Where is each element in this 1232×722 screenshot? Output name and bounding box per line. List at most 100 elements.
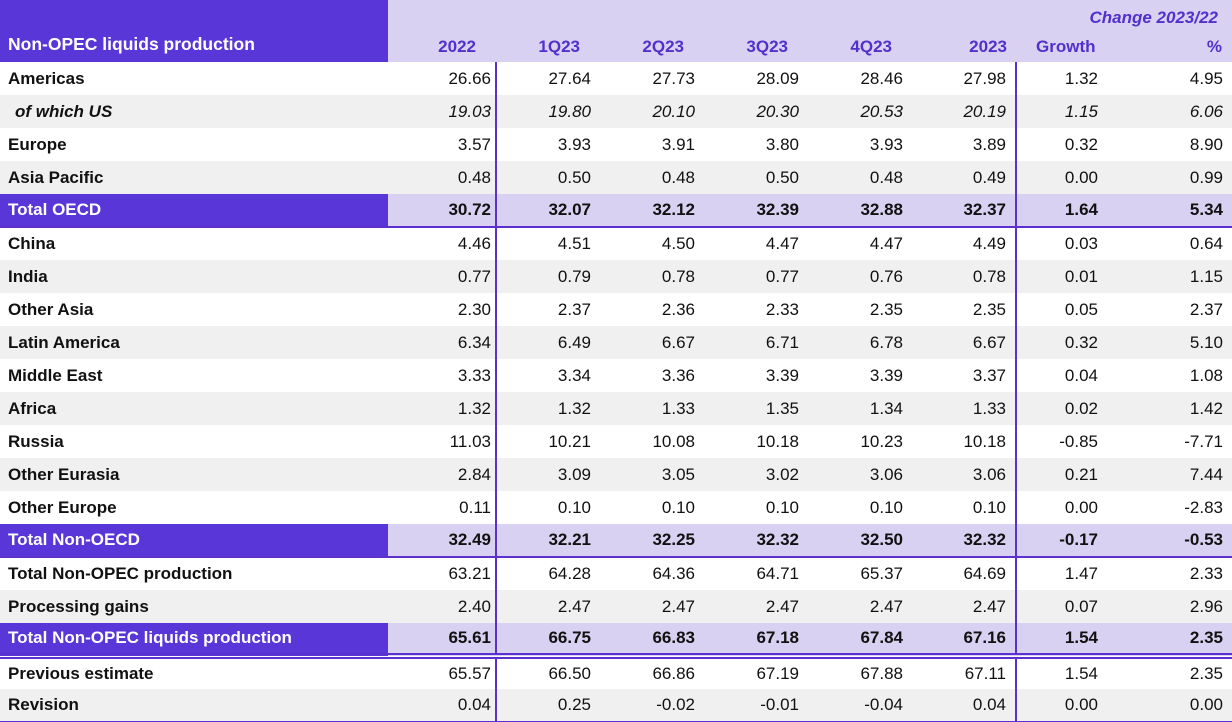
value-cell: 0.48 xyxy=(600,161,704,194)
table-row: Total Non-OECD 32.49 32.21 32.25 32.32 32.50 3… xyxy=(0,524,1232,558)
value-cell: 0.04 xyxy=(912,689,1017,722)
value-cell: 2.47 xyxy=(912,590,1017,623)
value-cell: -2.83 xyxy=(1124,491,1232,524)
value-cell: 1.42 xyxy=(1124,392,1232,425)
value-cell: 20.10 xyxy=(600,95,704,128)
value-cell: 20.19 xyxy=(912,95,1017,128)
value-cell: 32.49 xyxy=(388,524,497,558)
value-cell: 67.19 xyxy=(704,656,808,689)
value-cell: 6.06 xyxy=(1124,95,1232,128)
row-label: India xyxy=(0,260,388,293)
value-cell: 64.28 xyxy=(496,557,600,590)
value-cell: 3.93 xyxy=(808,128,912,161)
table-row: Total Non-OPEC liquids production 65.61 66… xyxy=(0,623,1232,659)
value-cell: 3.06 xyxy=(912,458,1017,491)
value-cell: 0.10 xyxy=(912,491,1017,524)
value-cell: 64.69 xyxy=(912,557,1017,590)
value-cell: 0.50 xyxy=(704,161,808,194)
table-row: China 4.46 4.51 4.50 4.47 4.47 4.49 0.03 0.64 xyxy=(0,227,1232,260)
row-label: Africa xyxy=(0,392,388,425)
table-row: Processing gains 2.40 2.47 2.47 2.47 2.47 2.47… xyxy=(0,590,1232,623)
value-cell: 32.21 xyxy=(496,524,600,558)
value-cell: 3.33 xyxy=(388,359,497,392)
value-cell: 0.00 xyxy=(1016,491,1124,524)
value-cell: 11.03 xyxy=(388,425,497,458)
row-label: China xyxy=(0,227,388,260)
row-label: Total Non-OPEC production xyxy=(0,557,388,590)
value-cell: 2.33 xyxy=(1124,557,1232,590)
col-header-2022: 2022 xyxy=(388,31,496,62)
table-row: India 0.77 0.79 0.78 0.77 0.76 0.78 0.01 1.15 xyxy=(0,260,1232,293)
value-cell: 67.84 xyxy=(808,623,912,659)
value-cell: 32.37 xyxy=(912,194,1017,228)
value-cell: 0.32 xyxy=(1016,326,1124,359)
value-cell: 4.95 xyxy=(1124,62,1232,95)
value-cell: 2.37 xyxy=(1124,293,1232,326)
table-row: Latin America 6.34 6.49 6.67 6.71 6.78 6.67 0.3… xyxy=(0,326,1232,359)
table-row: Revision 0.04 0.25 -0.02 -0.01 -0.04 0.04 0.00 0… xyxy=(0,689,1232,722)
value-cell: 0.99 xyxy=(1124,161,1232,194)
row-label: Latin America xyxy=(0,326,388,359)
value-cell: 1.15 xyxy=(1016,95,1124,128)
value-cell: 5.10 xyxy=(1124,326,1232,359)
value-cell: 67.11 xyxy=(912,656,1017,689)
value-cell: 65.37 xyxy=(808,557,912,590)
value-cell: 0.10 xyxy=(808,491,912,524)
value-cell: 28.09 xyxy=(704,62,808,95)
value-cell: 3.39 xyxy=(808,359,912,392)
value-cell: 2.40 xyxy=(388,590,497,623)
value-cell: 27.98 xyxy=(912,62,1017,95)
table-row: Middle East 3.33 3.34 3.36 3.39 3.39 3.37 0.04 1… xyxy=(0,359,1232,392)
table-row: of which US 19.03 19.80 20.10 20.30 20.53 20.1… xyxy=(0,95,1232,128)
value-cell: 0.00 xyxy=(1016,161,1124,194)
value-cell: 1.32 xyxy=(496,392,600,425)
value-cell: 10.18 xyxy=(912,425,1017,458)
row-label: Asia Pacific xyxy=(0,161,388,194)
value-cell: 32.88 xyxy=(808,194,912,228)
value-cell: 3.05 xyxy=(600,458,704,491)
value-cell: 0.32 xyxy=(1016,128,1124,161)
value-cell: 0.77 xyxy=(704,260,808,293)
value-cell: 28.46 xyxy=(808,62,912,95)
value-cell: 1.47 xyxy=(1016,557,1124,590)
value-cell: 3.93 xyxy=(496,128,600,161)
row-label: Processing gains xyxy=(0,590,388,623)
value-cell: 0.04 xyxy=(388,689,497,722)
value-cell: 6.71 xyxy=(704,326,808,359)
value-cell: 64.71 xyxy=(704,557,808,590)
value-cell: 65.61 xyxy=(388,623,497,659)
value-cell: 0.21 xyxy=(1016,458,1124,491)
value-cell: 6.78 xyxy=(808,326,912,359)
value-cell: 65.57 xyxy=(388,656,497,689)
column-header-row: 2022 1Q23 2Q23 3Q23 4Q23 2023 Growth % xyxy=(0,31,1232,62)
value-cell: 0.76 xyxy=(808,260,912,293)
value-cell: 2.96 xyxy=(1124,590,1232,623)
value-cell: 0.07 xyxy=(1016,590,1124,623)
value-cell: 2.35 xyxy=(808,293,912,326)
value-cell: 10.18 xyxy=(704,425,808,458)
value-cell: 1.34 xyxy=(808,392,912,425)
value-cell: 0.10 xyxy=(600,491,704,524)
value-cell: 3.91 xyxy=(600,128,704,161)
value-cell: 19.80 xyxy=(496,95,600,128)
row-label: Revision xyxy=(0,689,388,722)
value-cell: 3.57 xyxy=(388,128,497,161)
row-label: Total OECD xyxy=(0,194,388,228)
value-cell: 2.47 xyxy=(808,590,912,623)
value-cell: 3.39 xyxy=(704,359,808,392)
value-cell: 3.37 xyxy=(912,359,1017,392)
value-cell: 6.49 xyxy=(496,326,600,359)
col-header-2q23: 2Q23 xyxy=(600,31,704,62)
value-cell: 3.36 xyxy=(600,359,704,392)
value-cell: 3.06 xyxy=(808,458,912,491)
value-cell: 32.25 xyxy=(600,524,704,558)
value-cell: 1.64 xyxy=(1016,194,1124,228)
table-row: Total Non-OPEC production 63.21 64.28 64.36… xyxy=(0,557,1232,590)
table-body: Americas 26.66 27.64 27.73 28.09 28.46 27.98 1.… xyxy=(0,62,1232,722)
value-cell: 2.47 xyxy=(496,590,600,623)
value-cell: 4.47 xyxy=(704,227,808,260)
value-cell: 0.50 xyxy=(496,161,600,194)
value-cell: 0.11 xyxy=(388,491,497,524)
value-cell: 0.79 xyxy=(496,260,600,293)
